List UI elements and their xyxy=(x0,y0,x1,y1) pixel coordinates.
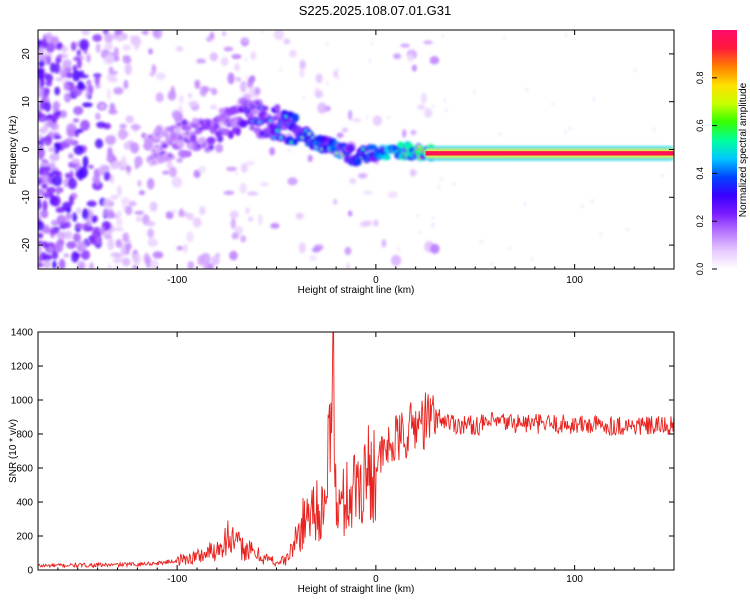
bottom-plot-frame xyxy=(37,331,675,571)
bottom-y-axis-label: SNR (10 * v/v) xyxy=(8,419,19,483)
top-x-axis-label: Height of straight line (km) xyxy=(298,285,415,296)
bottom-x-tick-label: 100 xyxy=(566,574,583,585)
top-x-tick-label: -100 xyxy=(167,275,187,286)
top-y-tick-label: 20 xyxy=(21,48,32,60)
colorbar xyxy=(712,30,737,269)
colorbar-tick-label: 0.4 xyxy=(695,167,705,180)
figure-title: S225.2025.108.07.01.G31 xyxy=(298,3,452,18)
colorbar-tick-label: 0.2 xyxy=(695,215,705,228)
bottom-y-tick-label: 1200 xyxy=(11,362,34,373)
colorbar-tick-label: 0.0 xyxy=(695,263,705,276)
bottom-y-tick-label: 200 xyxy=(16,532,33,543)
colorbar-tick-label: 0.6 xyxy=(695,119,705,132)
bottom-y-tick-label: 1400 xyxy=(11,328,34,339)
bottom-x-tick-label: 0 xyxy=(373,574,379,585)
top-y-tick-label: 10 xyxy=(21,96,32,108)
colorbar-label: Normalized spectral amplitude xyxy=(738,82,749,217)
bottom-y-tick-label: 600 xyxy=(16,464,33,475)
bottom-x-tick-label: -100 xyxy=(167,574,187,585)
spectrogram-heatmap xyxy=(38,30,674,269)
top-y-tick-label: -20 xyxy=(21,237,32,252)
snr-series-line xyxy=(38,332,674,569)
top-y-tick-label: -10 xyxy=(21,190,32,205)
colorbar-tick-label: 0.8 xyxy=(695,72,705,85)
bottom-y-tick-label: 400 xyxy=(16,498,33,509)
bottom-y-tick-label: 800 xyxy=(16,430,33,441)
top-x-tick-label: 100 xyxy=(566,275,583,286)
top-x-tick-label: 0 xyxy=(373,275,379,286)
top-y-tick-label: 0 xyxy=(21,146,32,152)
bottom-y-tick-label: 0 xyxy=(27,566,33,577)
bottom-y-tick-label: 1000 xyxy=(11,396,34,407)
top-y-axis-label: Frequency (Hz) xyxy=(8,116,19,185)
bottom-x-axis-label: Height of straight line (km) xyxy=(298,584,415,595)
